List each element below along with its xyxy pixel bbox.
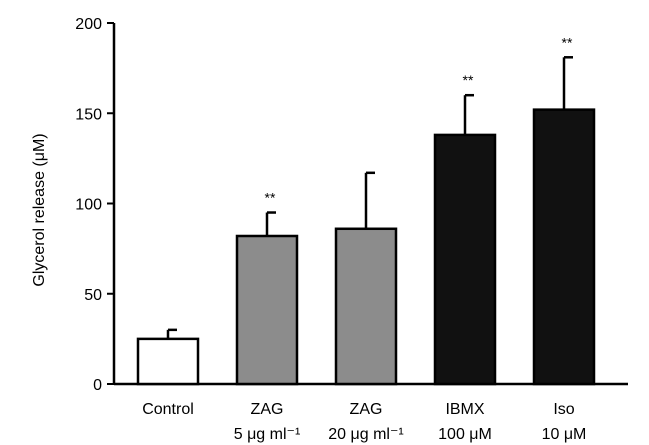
- category-label: ZAG: [350, 401, 383, 418]
- bar-1: [136, 337, 200, 386]
- labels-group: 0 50 100 150 200 Control ** ZAG 5 μg ml⁻¹ ZAG 20 μ…: [75, 16, 586, 443]
- category-label: Iso: [553, 401, 574, 418]
- y-tick-label: 0: [93, 377, 102, 394]
- y-axis-title: Glycerol release (μM): [31, 133, 48, 286]
- category-sublabel: 100 μM: [438, 426, 492, 443]
- bar-4: [433, 133, 497, 386]
- category-sublabel: 20 μg ml⁻¹: [328, 426, 403, 443]
- significance-label: **: [265, 190, 276, 206]
- category-sublabel: 5 μg ml⁻¹: [234, 426, 301, 443]
- category-label: IBMX: [445, 401, 484, 418]
- y-tick-label: 150: [75, 106, 102, 123]
- y-tick-label: 50: [84, 287, 102, 304]
- significance-label: **: [463, 72, 474, 88]
- bars-group: [136, 56, 596, 386]
- bar-2: [235, 234, 299, 386]
- significance-label: **: [562, 34, 573, 50]
- bar-3: [334, 227, 398, 386]
- y-tick-label: 200: [75, 16, 102, 33]
- category-sublabel: 10 μM: [542, 426, 587, 443]
- y-tick-label: 100: [75, 197, 102, 214]
- bar-5: [532, 108, 596, 386]
- category-label: ZAG: [251, 401, 284, 418]
- category-label: Control: [142, 401, 194, 418]
